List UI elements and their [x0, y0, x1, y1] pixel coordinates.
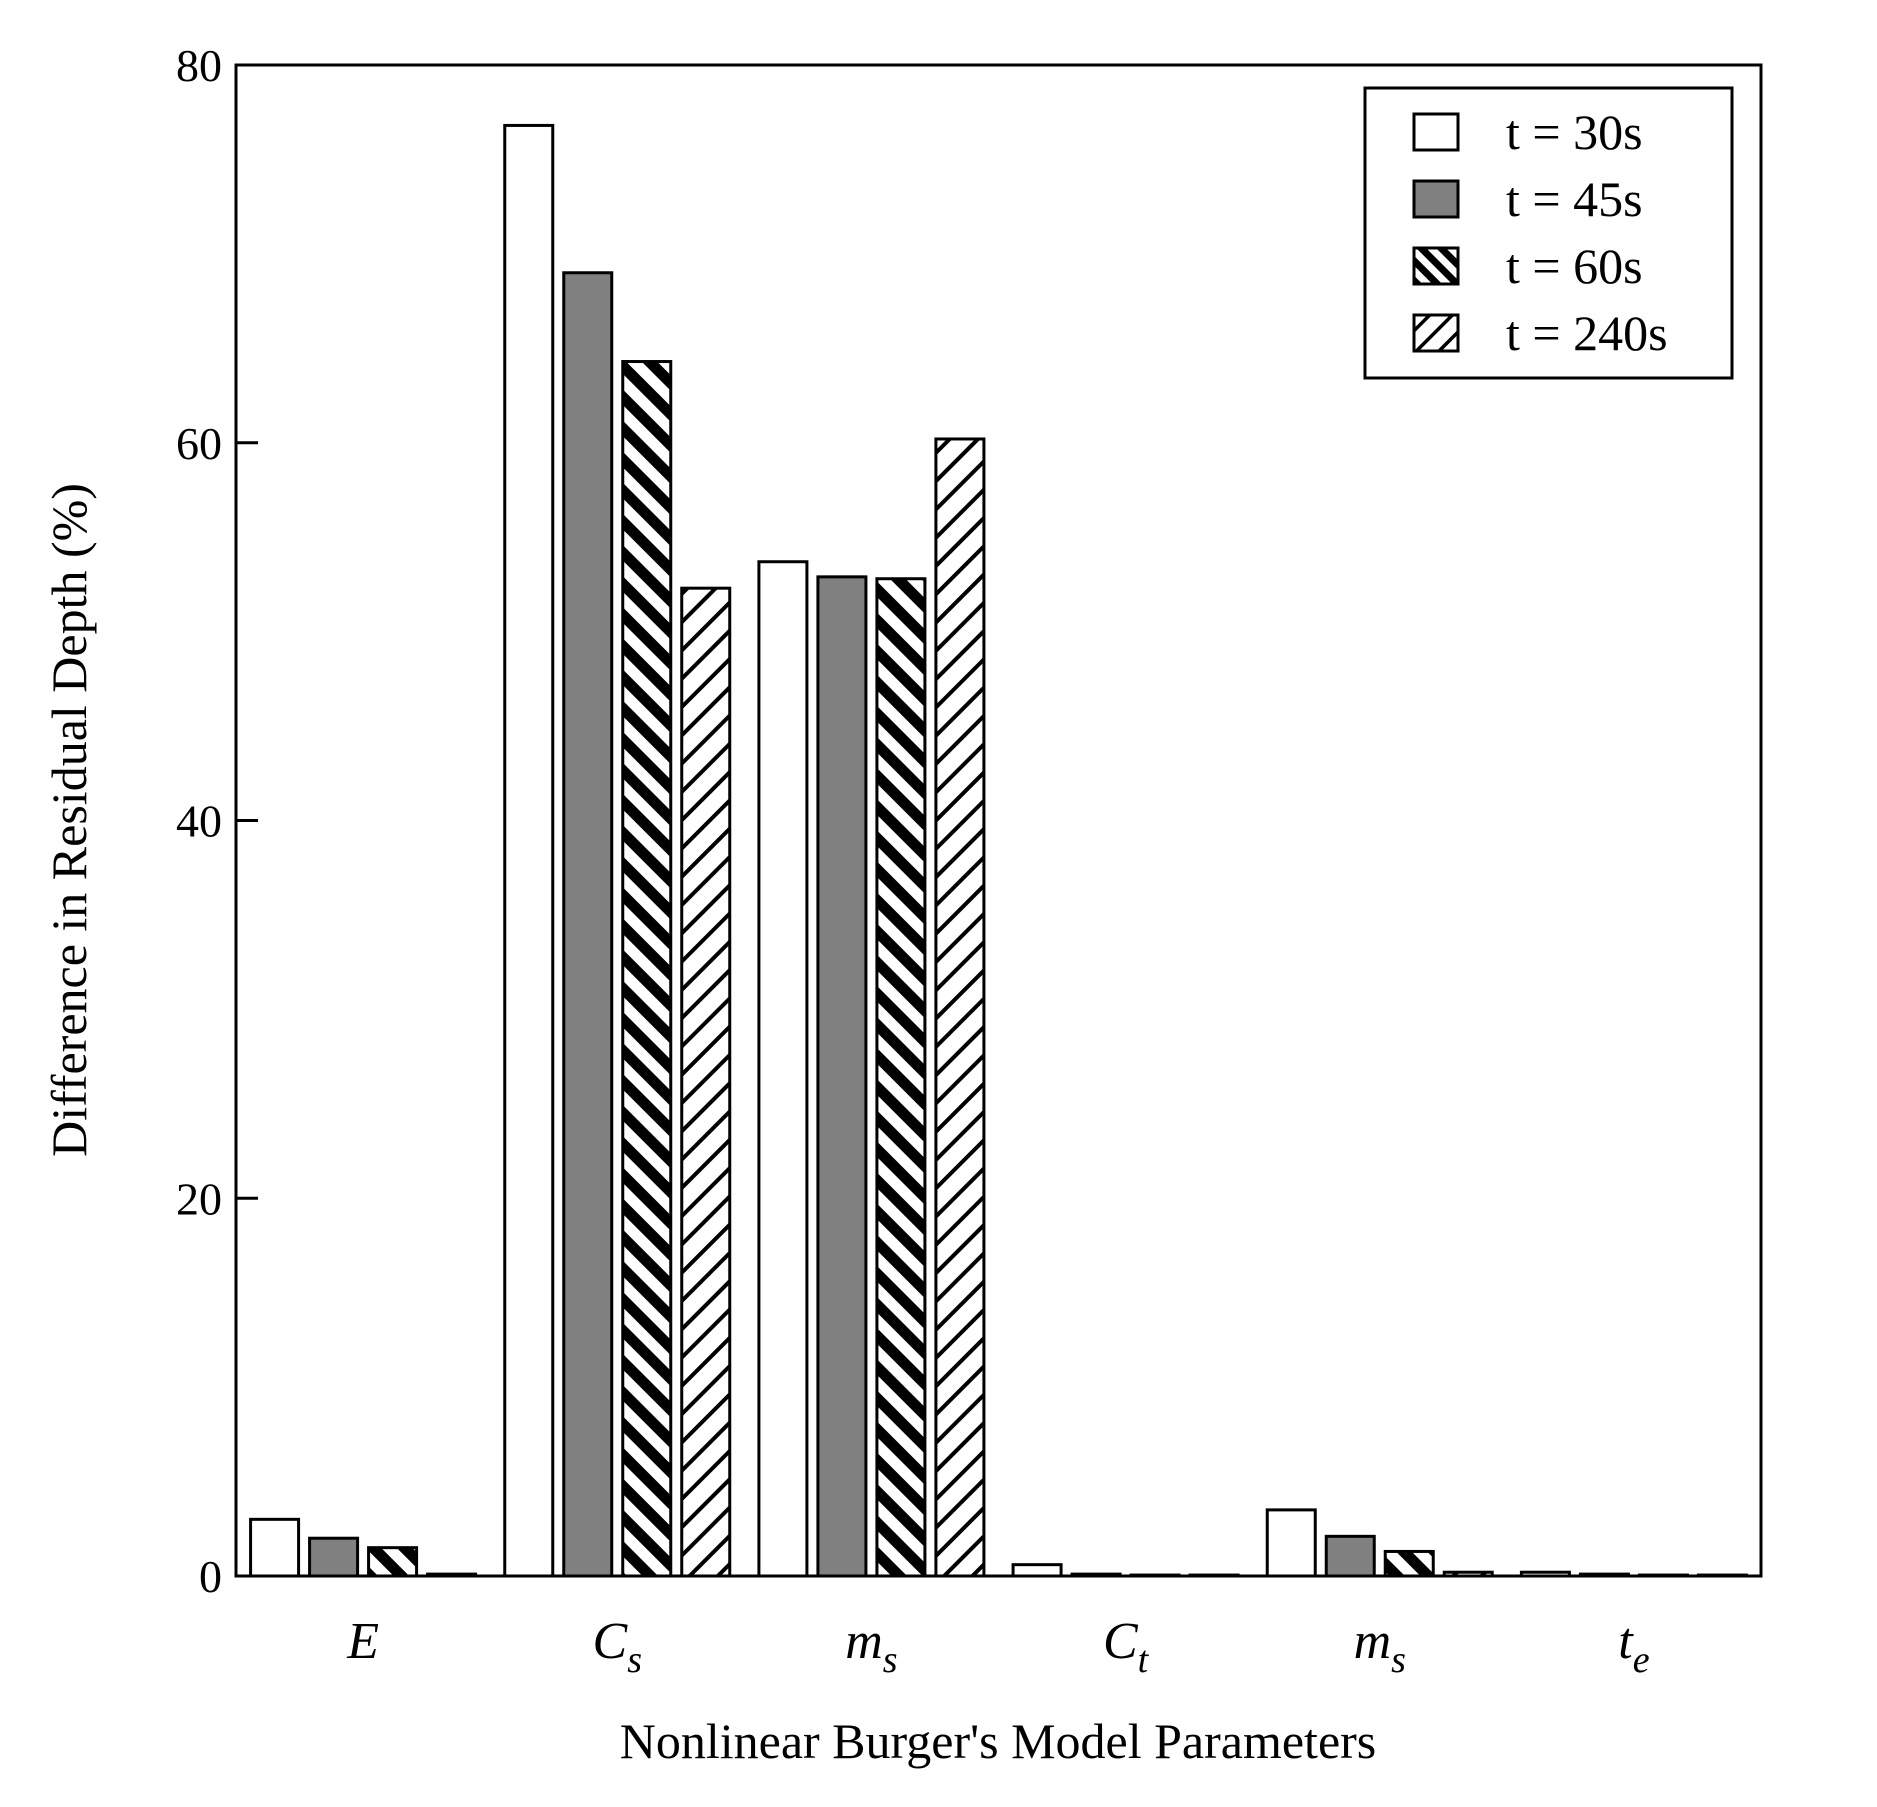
- bar: [1324, 1534, 1376, 1578]
- x-tick-label: ms: [1354, 1613, 1406, 1681]
- x-tick-label: te: [1618, 1613, 1649, 1681]
- x-axis-title: Nonlinear Burger's Model Parameters: [620, 1713, 1377, 1769]
- bar: [757, 560, 809, 1578]
- y-tick-label: 80: [176, 40, 222, 91]
- bar: [249, 1517, 301, 1578]
- bars-layer: [249, 123, 1748, 1578]
- bar: [308, 1536, 360, 1578]
- bar: [562, 271, 614, 1578]
- legend-label: t = 60s: [1506, 238, 1643, 294]
- y-axis-title: Difference in Residual Depth (%): [41, 483, 97, 1157]
- bar: [816, 575, 868, 1578]
- legend-swatch: [1412, 112, 1460, 152]
- legend-label: t = 240s: [1506, 305, 1668, 361]
- x-tick-label: ms: [845, 1613, 897, 1681]
- x-tick-label: Cs: [593, 1613, 642, 1681]
- bar: [1383, 1549, 1435, 1578]
- legend: t = 30s t = 45s t = 60s t = 240s: [1363, 86, 1734, 380]
- y-tick-label: 20: [176, 1173, 222, 1224]
- y-tick-label: 40: [176, 796, 222, 847]
- legend-swatch: [1412, 179, 1460, 219]
- x-axis: E Cs ms Ct ms te: [346, 1613, 1650, 1681]
- bar: [875, 577, 927, 1578]
- y-tick-label: 60: [176, 418, 222, 469]
- bar: [1265, 1508, 1317, 1578]
- y-axis: 0 20 40 60 80: [176, 40, 258, 1602]
- bar: [621, 360, 673, 1578]
- x-tick-label: E: [346, 1613, 379, 1670]
- bar: [934, 437, 986, 1578]
- legend-label: t = 45s: [1506, 171, 1643, 227]
- bar: [367, 1546, 419, 1578]
- bar: [503, 123, 555, 1578]
- bar: [1011, 1563, 1063, 1578]
- legend-swatch: [1412, 313, 1460, 353]
- x-tick-label: Ct: [1103, 1613, 1150, 1681]
- legend-swatch: [1412, 246, 1460, 286]
- y-tick-label: 0: [199, 1551, 222, 1602]
- legend-label: t = 30s: [1506, 104, 1643, 160]
- bar: [680, 586, 732, 1578]
